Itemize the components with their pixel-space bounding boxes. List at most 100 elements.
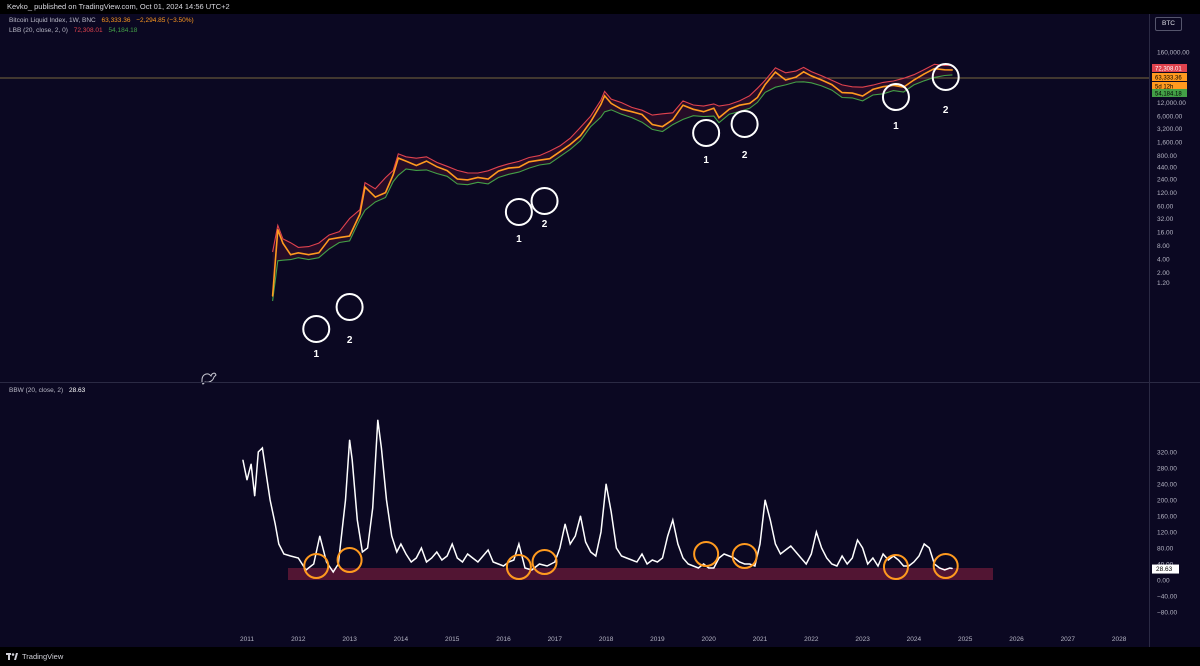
bbw-point bbox=[585, 541, 587, 543]
time-axis-tick: 2011 bbox=[240, 636, 254, 643]
price-axis-tick: 160,000.00 bbox=[1157, 49, 1190, 56]
price-point bbox=[359, 213, 361, 215]
footer-brand[interactable]: TradingView bbox=[22, 652, 64, 661]
price-axis-tick: 6,000.00 bbox=[1157, 114, 1183, 121]
price-point bbox=[508, 167, 510, 169]
bbw-point bbox=[785, 549, 787, 551]
price-axis-tick: 120.00 bbox=[1157, 190, 1177, 197]
signal-label: 1 bbox=[313, 349, 319, 360]
bbw-point bbox=[283, 553, 285, 555]
price-point bbox=[851, 92, 853, 94]
price-point bbox=[466, 179, 469, 181]
bbw-point bbox=[626, 557, 628, 559]
bbw-point bbox=[372, 507, 374, 509]
signal-circle-price bbox=[504, 198, 533, 226]
price-point bbox=[862, 95, 864, 97]
price-scale-label-text: 5d 12h bbox=[1155, 84, 1173, 90]
price-point bbox=[528, 161, 530, 163]
bbw-point bbox=[524, 567, 526, 569]
bbw-point bbox=[656, 561, 658, 563]
bbw-point bbox=[391, 535, 393, 537]
bbw-point bbox=[836, 565, 838, 567]
price-point bbox=[774, 71, 776, 73]
price-point bbox=[672, 119, 674, 121]
bbw-indicator-name[interactable]: BBW (20, close, 2) bbox=[9, 387, 64, 394]
time-axis-tick: 2024 bbox=[907, 636, 922, 643]
signal-circle-price bbox=[302, 315, 331, 343]
bbw-point bbox=[605, 483, 607, 485]
bbw-point bbox=[928, 547, 930, 549]
price-point bbox=[841, 91, 843, 94]
lbb-upper-band-line bbox=[272, 63, 953, 253]
price-point bbox=[282, 242, 284, 244]
price-point bbox=[405, 160, 407, 162]
bbw-point bbox=[467, 553, 469, 555]
bbw-value-tag-text: 28.63 bbox=[1156, 566, 1173, 573]
publish-header: Kevko_ published on TradingView.com, Oct… bbox=[0, 0, 1200, 14]
time-axis-tick: 2014 bbox=[394, 636, 409, 643]
time-axis-tick: 2027 bbox=[1061, 636, 1076, 643]
bbw-point bbox=[877, 565, 879, 567]
lbb-legend: LBB (20, close, 2, 0) 72,308.01 54,184.1… bbox=[9, 27, 141, 34]
price-point bbox=[820, 79, 823, 81]
bbw-point bbox=[415, 557, 417, 559]
time-axis-tick: 2018 bbox=[599, 636, 614, 643]
bbw-point bbox=[487, 549, 489, 551]
bbw-point bbox=[677, 543, 679, 545]
bbw-point bbox=[651, 559, 653, 561]
price-point bbox=[713, 107, 715, 109]
bbw-point bbox=[246, 479, 248, 481]
time-axis-tick: 2013 bbox=[342, 636, 357, 643]
bbw-point bbox=[261, 447, 263, 449]
price-point bbox=[661, 126, 664, 128]
price-point bbox=[785, 79, 787, 81]
symbol-tag[interactable]: BTC bbox=[1155, 17, 1182, 31]
bbw-point bbox=[380, 447, 382, 449]
bbw-point bbox=[436, 551, 438, 553]
bbw-point bbox=[615, 547, 617, 549]
bbw-point bbox=[396, 551, 398, 553]
signal-label: 2 bbox=[347, 335, 353, 346]
bbw-point bbox=[377, 419, 379, 421]
bbw-point bbox=[949, 567, 951, 569]
price-point bbox=[456, 178, 458, 180]
signal-circle-price bbox=[530, 187, 559, 215]
price-scale-label bbox=[1152, 89, 1187, 97]
bbw-point bbox=[851, 557, 853, 559]
bbw-point bbox=[744, 563, 746, 565]
symbol-title[interactable]: Bitcoin Liquid Index, 1W, BNC bbox=[9, 17, 96, 24]
price-point bbox=[610, 102, 612, 104]
price-point bbox=[749, 102, 751, 104]
price-scale-label-text: 54,184.18 bbox=[1155, 91, 1182, 97]
price-point bbox=[951, 69, 953, 71]
bbw-point bbox=[682, 557, 684, 559]
signal-circle-price bbox=[881, 83, 910, 111]
lbb-indicator-name[interactable]: LBB (20, close, 2, 0) bbox=[9, 27, 68, 34]
bbw-point bbox=[903, 565, 905, 567]
bbw-point bbox=[646, 563, 648, 565]
panel-divider[interactable] bbox=[0, 382, 1200, 383]
price-change: −2,294.85 (−3.50%) bbox=[136, 17, 194, 24]
bbw-point bbox=[821, 547, 823, 549]
bbw-axis-tick: 120.00 bbox=[1157, 530, 1177, 537]
bbw-point bbox=[313, 563, 315, 565]
price-point bbox=[728, 108, 730, 110]
lbb-lower-band-line bbox=[272, 74, 953, 302]
price-point bbox=[590, 121, 592, 123]
footer-bar: TradingView bbox=[0, 647, 1200, 666]
bbw-point bbox=[595, 555, 597, 557]
price-point bbox=[518, 166, 520, 168]
bbw-point bbox=[492, 561, 494, 563]
bbw-point bbox=[400, 543, 402, 545]
bbw-axis-tick: 320.00 bbox=[1157, 450, 1177, 457]
bbw-point bbox=[667, 535, 669, 537]
price-axis-tick: 3,200.00 bbox=[1157, 126, 1183, 133]
time-axis-tick: 2017 bbox=[548, 636, 563, 643]
price-point bbox=[756, 96, 759, 99]
bbw-point bbox=[254, 495, 256, 497]
bbw-point bbox=[662, 557, 664, 559]
price-scale-label-text: 72,308.01 bbox=[1155, 66, 1182, 72]
price-point bbox=[297, 252, 299, 254]
bbw-point bbox=[242, 459, 244, 461]
